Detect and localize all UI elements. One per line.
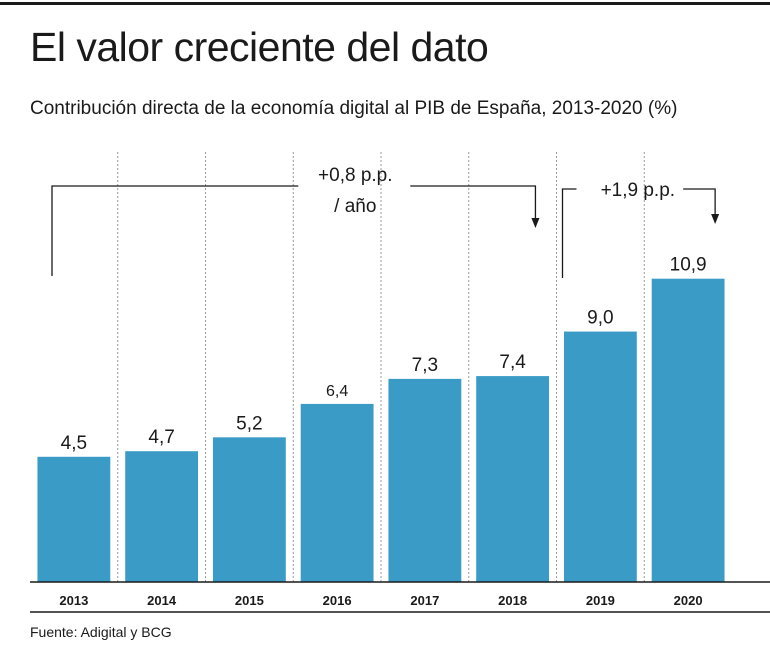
- annotations: +0,8 p.p. / año +1,9 p.p.: [51, 165, 720, 278]
- bar: [37, 456, 111, 582]
- annotation-arrowhead: [531, 218, 540, 228]
- annotation-bracket: [683, 188, 716, 216]
- annotation-arrowhead: [711, 214, 720, 224]
- bar: [563, 331, 637, 582]
- value-label: 10,9: [670, 255, 707, 276]
- annotation-bracket: [410, 185, 537, 220]
- x-tick-label: 2017: [410, 593, 439, 608]
- chart-title: El valor creciente del dato: [30, 24, 489, 70]
- annotation-text: +1,9 p.p.: [601, 180, 675, 201]
- bar: [125, 451, 199, 582]
- bar: [300, 403, 374, 582]
- value-label: 4,7: [148, 427, 174, 448]
- annotation-bracket: [561, 188, 577, 278]
- bar: [651, 278, 725, 582]
- x-tick-label: 2013: [59, 593, 88, 608]
- value-label: 7,4: [499, 352, 526, 373]
- annotation-text: +0,8 p.p.: [318, 165, 392, 186]
- x-tick-labels: 2013 2014 2015 2016 2017 2018 2019 2020: [59, 593, 702, 608]
- x-tick-label: 2019: [586, 593, 615, 608]
- value-label: 5,2: [236, 413, 262, 434]
- x-tick-label: 2015: [235, 593, 264, 608]
- bar: [388, 378, 462, 582]
- top-rule: [0, 2, 770, 5]
- x-tick-label: 2020: [674, 593, 703, 608]
- bar: [212, 437, 286, 582]
- value-label: 4,5: [61, 433, 87, 454]
- annotation-text: / año: [334, 196, 376, 217]
- source-note: Fuente: Adigital y BCG: [30, 624, 172, 640]
- x-tick-label: 2014: [147, 593, 177, 608]
- chart-subtitle: Contribución directa de la economía digi…: [30, 98, 678, 119]
- x-tick-label: 2018: [498, 593, 527, 608]
- bars: [37, 278, 725, 582]
- value-label: 9,0: [587, 308, 613, 329]
- annotation-bracket: [51, 185, 299, 276]
- value-label: 7,3: [412, 355, 438, 376]
- value-label: 6,4: [326, 383, 348, 400]
- x-tick-label: 2016: [323, 593, 352, 608]
- bar: [476, 376, 550, 582]
- value-labels: 4,5 4,7 5,2 6,4 7,3 7,4 9,0 10,9: [61, 255, 707, 454]
